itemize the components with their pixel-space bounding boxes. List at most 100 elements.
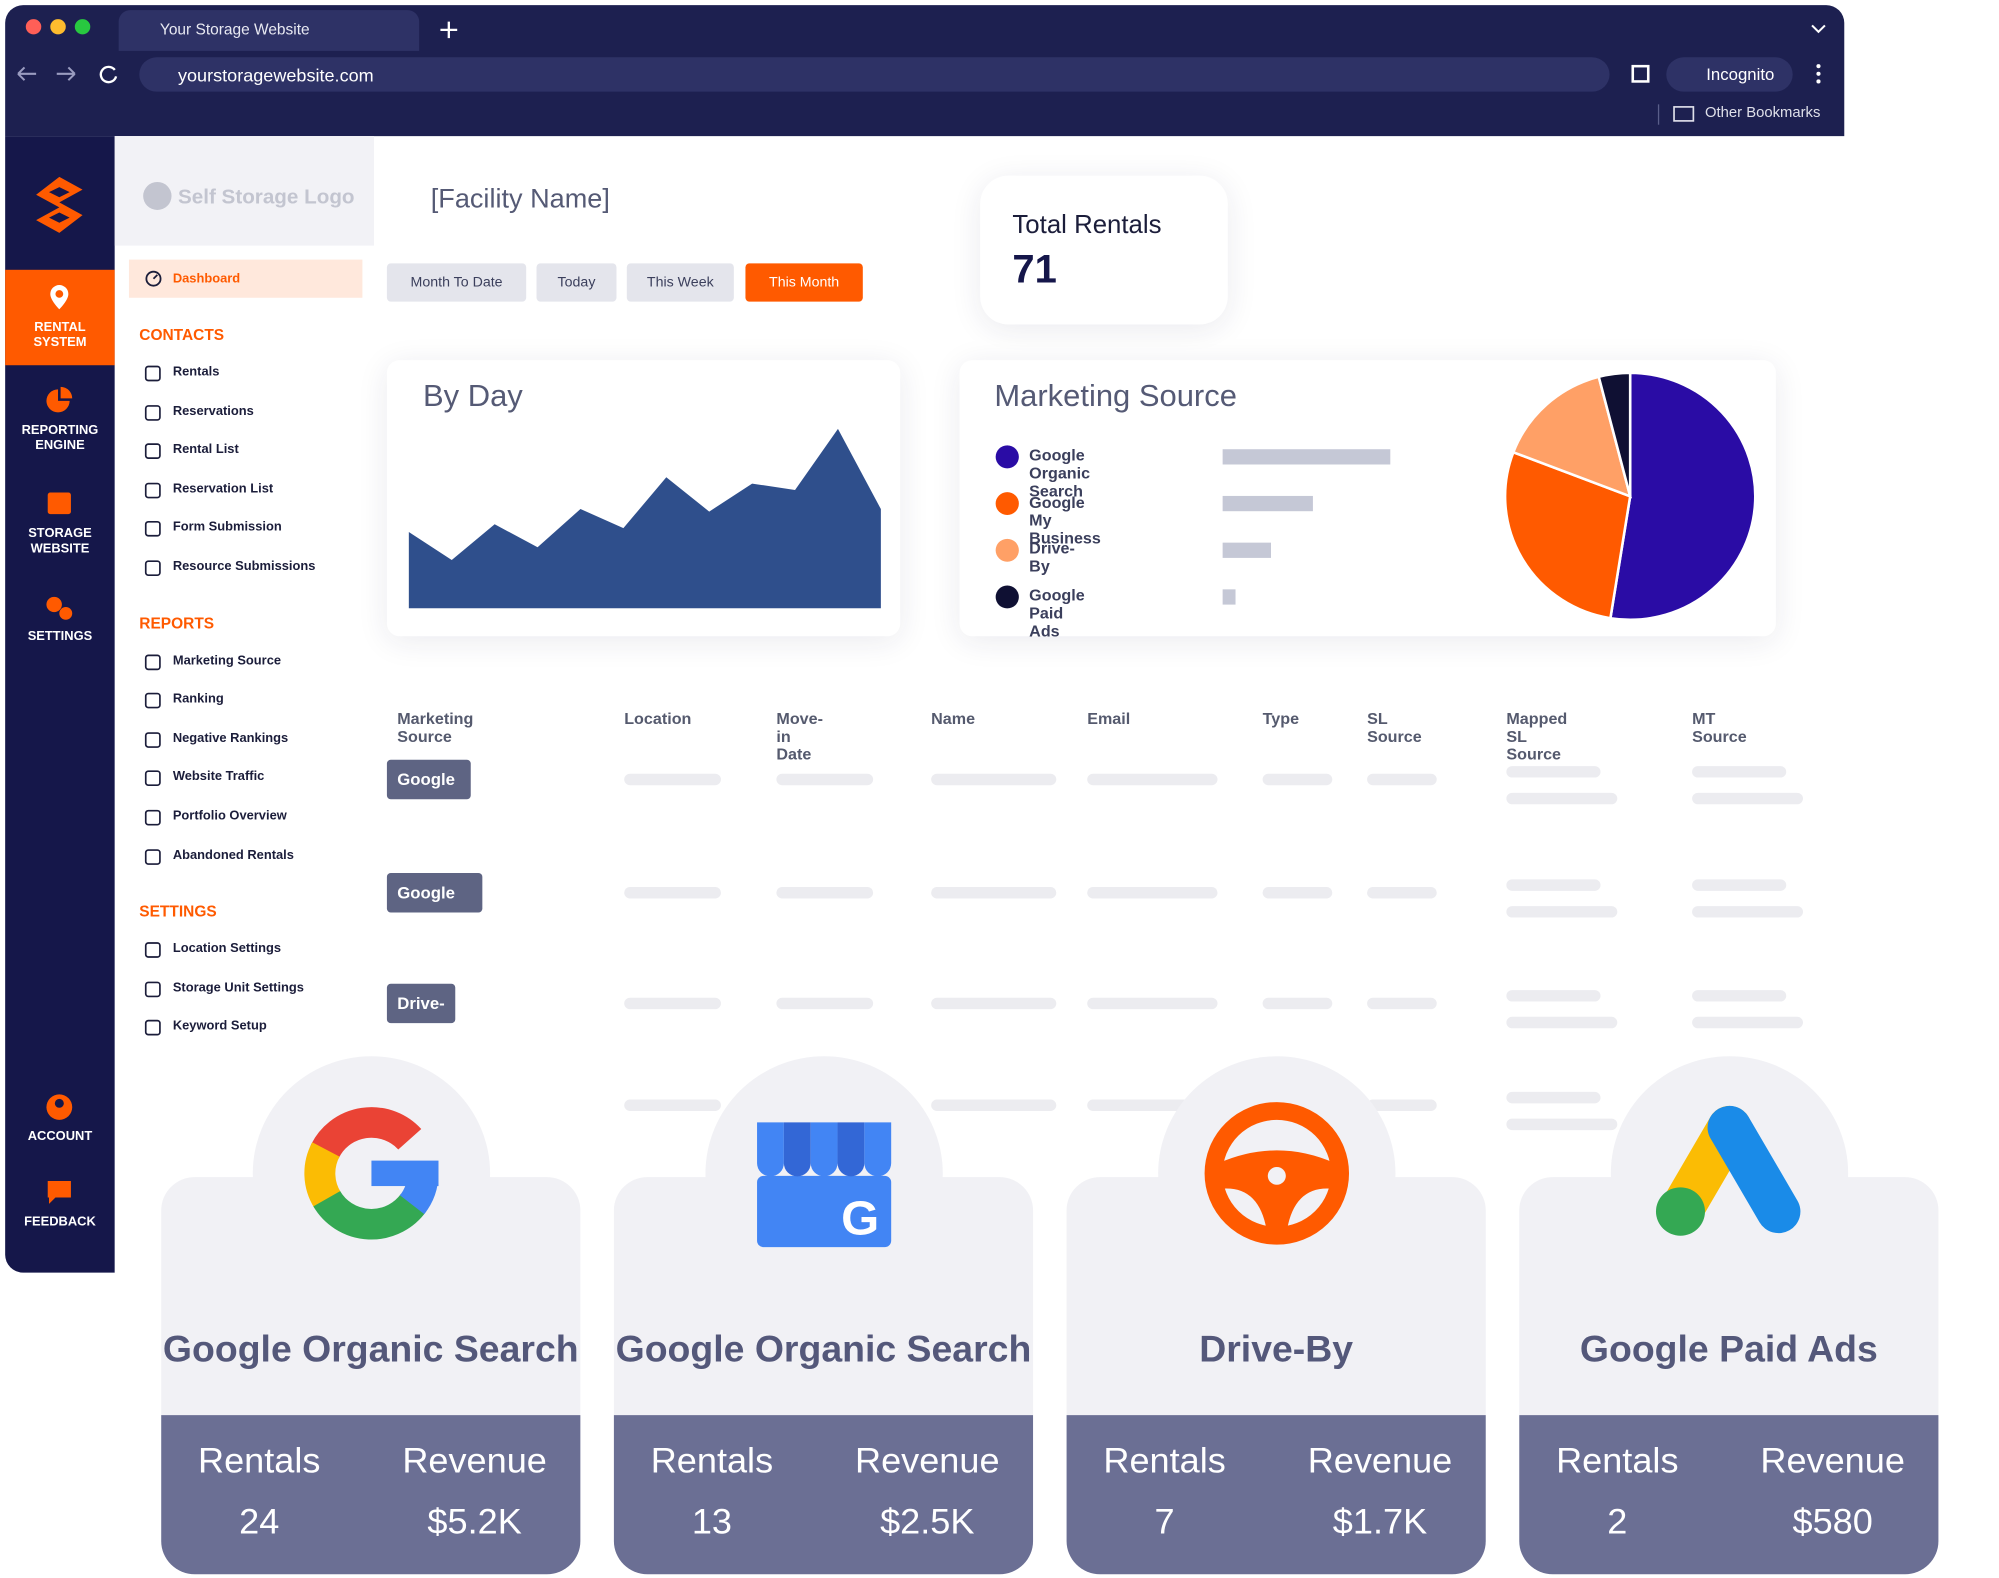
icon-frame bbox=[144, 521, 161, 538]
filter-button[interactable]: This Month bbox=[745, 263, 863, 302]
item-icon bbox=[144, 365, 161, 382]
item-label: Negative Rankings bbox=[172, 731, 289, 746]
item-icon bbox=[144, 404, 161, 421]
column-header: Location bbox=[624, 710, 692, 728]
sidebar-item[interactable]: Rentals bbox=[129, 354, 374, 393]
sidebar-item[interactable]: Location Settings bbox=[129, 930, 374, 969]
placeholder bbox=[624, 997, 721, 1010]
address-bar[interactable] bbox=[139, 57, 1610, 92]
sidebar-section: REPORTS Marketing Source Ranking Negative R… bbox=[129, 604, 374, 876]
placeholder bbox=[1692, 990, 1787, 1002]
pie-slice bbox=[1511, 375, 1633, 499]
icon-frame bbox=[144, 692, 161, 709]
sidebar-section: SETTINGS Location Settings Storage Unit Se… bbox=[129, 892, 374, 1047]
sidebar-item[interactable]: Negative Rankings bbox=[129, 720, 374, 759]
menu[interactable] bbox=[1816, 79, 1821, 84]
source-card: Drive-By Rentals Revenue 7 $1.7K bbox=[1066, 1056, 1486, 1575]
item-icon bbox=[144, 1020, 161, 1036]
dash-icon bbox=[145, 270, 162, 287]
menu[interactable] bbox=[1816, 71, 1821, 76]
item-icon bbox=[144, 443, 161, 460]
placeholder bbox=[1692, 792, 1804, 805]
forward[interactable] bbox=[56, 66, 76, 81]
sidebar-item[interactable]: Form Submission bbox=[129, 510, 374, 549]
sidebar-item[interactable]: Rental List bbox=[129, 432, 374, 471]
profile-pill[interactable] bbox=[1666, 57, 1793, 92]
source-tag: Google Organic Search bbox=[386, 759, 471, 867]
sidepanel[interactable] bbox=[1631, 64, 1650, 83]
placeholder bbox=[1692, 906, 1804, 918]
pie-icon bbox=[46, 386, 73, 413]
column-header: Email bbox=[1087, 710, 1131, 728]
rail-item[interactable]: FEEDBACK bbox=[5, 1164, 115, 1259]
placeholder bbox=[1262, 887, 1333, 899]
bookmarks[interactable]: Other Bookmarks bbox=[1704, 105, 1821, 121]
folder-icon bbox=[1673, 106, 1695, 122]
source-card: G Google Organic Search Rentals Revenue 13 $2… bbox=[613, 1056, 1034, 1575]
sidebar-item[interactable]: Reservation List bbox=[129, 471, 374, 510]
column-header: MT Source bbox=[1692, 710, 1747, 746]
placeholder bbox=[1692, 879, 1787, 891]
item-icon bbox=[144, 942, 161, 958]
menu[interactable] bbox=[1816, 64, 1821, 69]
rentals-value: 2 bbox=[1607, 1501, 1628, 1542]
rail-item[interactable]: RENTAL SYSTEM bbox=[5, 269, 115, 366]
placeholder bbox=[1087, 997, 1218, 1010]
sidebar-item[interactable]: Website Traffic bbox=[129, 759, 374, 798]
filter-button[interactable]: Month To Date bbox=[386, 263, 527, 302]
sidebar-item[interactable]: Storage Unit Settings bbox=[129, 969, 374, 1008]
min-dot[interactable] bbox=[50, 19, 66, 35]
card-title: Google Organic Search bbox=[615, 1329, 1032, 1371]
rail-item[interactable]: REPORTING ENGINE bbox=[5, 373, 115, 468]
area bbox=[408, 428, 881, 609]
rail-item[interactable]: STORAGE WEBSITE bbox=[5, 476, 115, 571]
rail-item[interactable]: ACCOUNT bbox=[5, 1079, 115, 1174]
filter-button[interactable]: Today bbox=[536, 263, 617, 302]
icon-frame bbox=[144, 1020, 161, 1036]
placeholder bbox=[1506, 1016, 1618, 1029]
new-tab[interactable] bbox=[440, 21, 458, 39]
placeholder bbox=[1262, 773, 1333, 786]
sidebar-item[interactable]: Resource Submissions bbox=[129, 548, 374, 587]
item-label: Abandoned Rentals bbox=[172, 848, 294, 863]
tab[interactable] bbox=[118, 10, 420, 51]
rentals-value: 24 bbox=[239, 1501, 280, 1542]
max-dot[interactable] bbox=[74, 19, 91, 35]
rail-label: FEEDBACK bbox=[24, 1215, 96, 1230]
placeholder bbox=[1692, 1016, 1804, 1029]
item-label: Keyword Setup bbox=[172, 1019, 267, 1034]
item-label: Portfolio Overview bbox=[172, 809, 287, 824]
tab-menu[interactable] bbox=[1811, 24, 1826, 34]
area-chart bbox=[408, 428, 881, 609]
sidebar-item[interactable]: Abandoned Rentals bbox=[129, 837, 374, 876]
chart-title: Marketing Source bbox=[994, 379, 1237, 414]
legend-dot bbox=[995, 445, 1019, 469]
item-icon bbox=[144, 692, 161, 709]
icon-frame bbox=[144, 404, 161, 421]
facility-name: [Facility Name] bbox=[430, 184, 610, 214]
sidebar-item[interactable]: Reservations bbox=[129, 393, 374, 432]
reload[interactable] bbox=[99, 65, 118, 84]
placeholder bbox=[931, 1099, 1057, 1111]
legend-bar bbox=[1222, 589, 1236, 605]
dashboard-label: Dashboard bbox=[172, 272, 241, 287]
sidebar-item[interactable]: Ranking bbox=[129, 681, 374, 720]
rail-item[interactable]: SETTINGS bbox=[5, 579, 115, 674]
gear-icon bbox=[59, 607, 73, 620]
pie-chart bbox=[995, 371, 1757, 622]
placeholder bbox=[1367, 887, 1437, 899]
card-top bbox=[1519, 1177, 1939, 1416]
logo-circle bbox=[143, 181, 172, 210]
sidebar-item[interactable]: Keyword Setup bbox=[129, 1008, 374, 1047]
total-card bbox=[980, 175, 1228, 325]
filter-button[interactable]: This Week bbox=[626, 263, 734, 302]
dashboard-item[interactable] bbox=[128, 259, 363, 298]
brand-logo bbox=[36, 176, 83, 233]
close-dot[interactable] bbox=[25, 19, 42, 35]
sidebar-item[interactable]: Marketing Source bbox=[129, 642, 374, 681]
sidebar-item[interactable]: Portfolio Overview bbox=[129, 798, 374, 837]
icon-frame bbox=[144, 770, 161, 787]
rail-icon bbox=[46, 1094, 73, 1120]
placeholder bbox=[1087, 773, 1218, 786]
back[interactable] bbox=[17, 66, 37, 81]
